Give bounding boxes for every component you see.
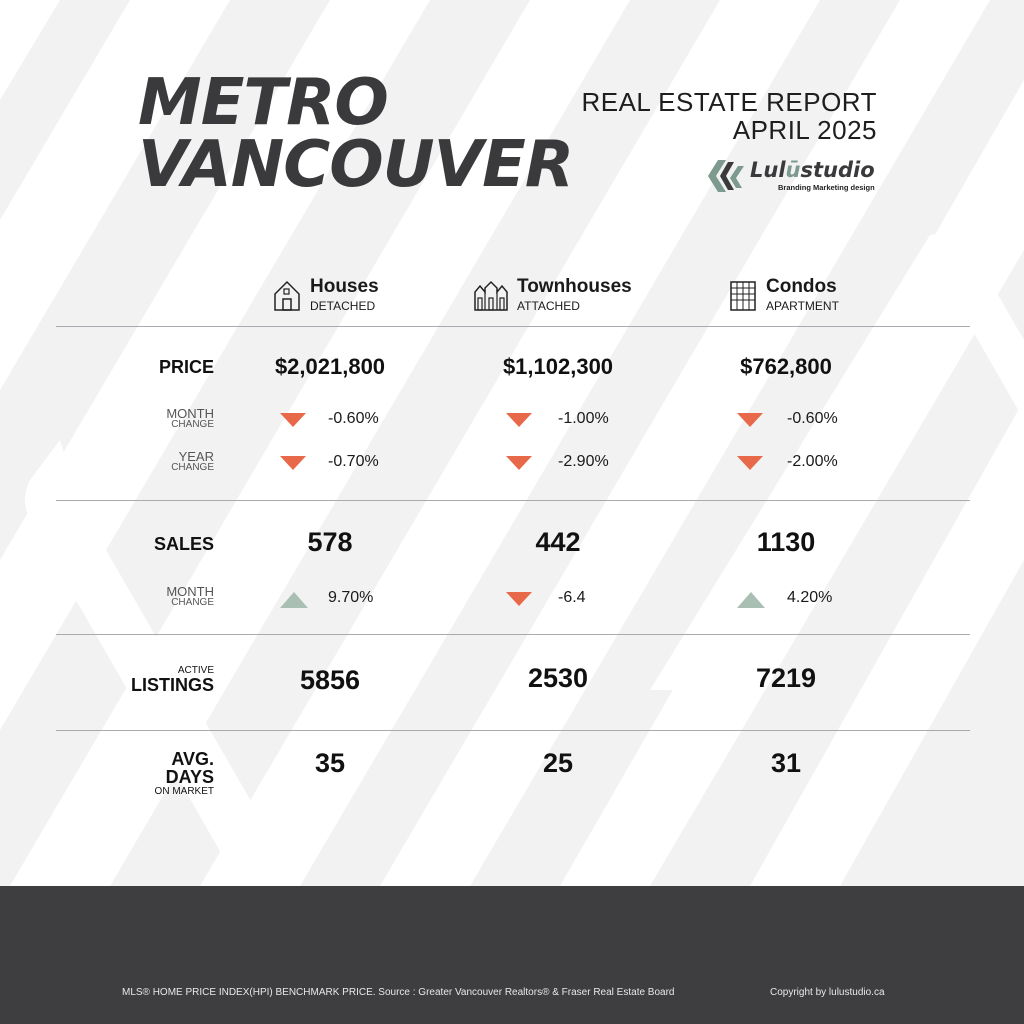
days-townhouses: 25 [542,748,574,778]
column-subtitle: DETACHED [310,299,376,313]
report-date: APRIL 2025 [732,115,877,145]
sales-houses: 578 [307,527,353,557]
down-arrow-icon [506,456,532,470]
listings-townhouses: 2530 [527,663,589,693]
house-icon [274,280,300,311]
column-name: Condos [766,276,837,297]
divider [56,634,970,635]
sales-label: SALES [153,534,214,554]
sales-month-change-label: MONTH CHANGE [166,584,214,608]
report-heading: REAL ESTATE REPORT APRIL 2025 [581,88,877,144]
days-condos: 31 [770,748,802,778]
sales-townhouses: 442 [535,527,581,557]
down-arrow-icon [280,456,306,470]
column-subtitle: APARTMENT [766,299,839,313]
price-label: PRICE [158,357,214,377]
townhouse-icon [474,280,508,311]
listings-houses: 5856 [299,665,361,695]
price-townhouses: $1,102,300 [502,354,614,379]
listings-condos: 7219 [755,663,817,693]
logo-mark-icon [708,160,744,192]
price-condos: $762,800 [740,354,832,379]
source-note: MLS® HOME PRICE INDEX(HPI) BENCHMARK PRI… [122,987,675,998]
divider [56,730,970,731]
title-line-vancouver: VANCOUVER [138,128,574,202]
month-change-label: MONTH CHANGE [166,406,214,430]
page-title: METRO VANCOUVER [138,66,574,202]
up-arrow-icon [737,592,765,608]
down-arrow-icon [280,413,306,427]
divider [56,326,970,327]
days-houses: 35 [314,748,346,778]
year-change-label: YEAR CHANGE [171,449,214,473]
column-name: Houses [310,276,379,297]
price-houses: $2,021,800 [274,354,386,379]
up-arrow-icon [280,592,308,608]
sales-condos: 1130 [756,527,816,557]
down-arrow-icon [506,413,532,427]
title-line-metro: METRO [138,66,389,140]
down-arrow-icon [737,456,763,470]
diagonal-stripes-decoration [0,0,1024,886]
condo-building-icon [730,281,756,311]
avg-days-on-market-label: AVG. DAYS ON MARKET [154,749,214,797]
logo-tagline: Branding Marketing design [778,183,875,192]
report-title: REAL ESTATE REPORT [581,87,877,117]
divider [56,500,970,501]
lulustudio-logo: Lulūstudio Branding Marketing design [706,158,880,194]
active-listings-label: ACTIVE LISTINGS [130,665,214,695]
background-pattern [0,0,1024,886]
down-arrow-icon [506,592,532,606]
footer: MLS® HOME PRICE INDEX(HPI) BENCHMARK PRI… [0,886,1024,1024]
column-name: Townhouses [517,276,632,297]
logo-name: Lulūstudio [750,158,875,182]
down-arrow-icon [737,413,763,427]
column-subtitle: ATTACHED [517,299,580,313]
copyright: Copyright by lulustudio.ca [770,987,885,998]
